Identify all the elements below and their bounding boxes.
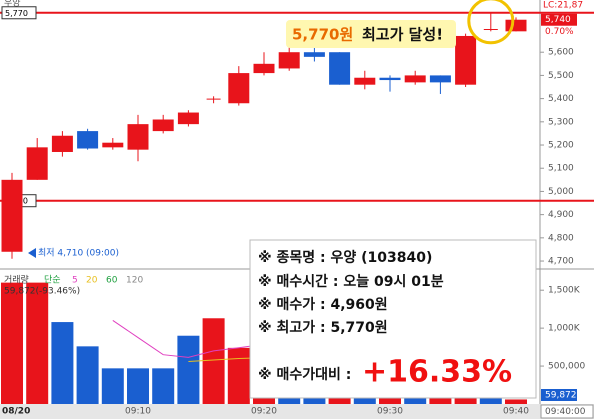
volume-bar — [101, 368, 124, 404]
y-tick-label: 5,000 — [548, 187, 574, 197]
volume-bar — [152, 368, 175, 404]
info-line: ※ 최고가 : 5,770원 — [258, 320, 388, 336]
legend-entry: 5 — [72, 276, 78, 286]
annotation-price: 5,770원 — [292, 26, 353, 44]
annotation-bg — [286, 20, 456, 48]
x-tick-label: 09:40 — [503, 407, 529, 417]
candle-body — [429, 75, 451, 83]
info-value: +16.33% — [362, 355, 512, 390]
y-tick-label: 500,000 — [548, 362, 585, 372]
candle-body — [206, 98, 221, 100]
current-price-box — [541, 13, 577, 26]
lc-label: LC:21,87 — [543, 1, 583, 11]
y-tick-label: 5,100 — [548, 164, 574, 174]
candle-body — [303, 52, 325, 57]
candle-body — [483, 29, 498, 31]
y-tick-label: 5,600 — [548, 48, 574, 58]
low-annotation: 최저 4,710 (09:00) — [38, 248, 119, 259]
current-price-label: 5,740 — [545, 15, 571, 25]
candle-body — [102, 142, 124, 148]
candle-body — [278, 52, 300, 69]
reference-label: 5,770 — [5, 9, 28, 18]
candle-body — [51, 135, 73, 152]
volume-bar — [26, 282, 49, 404]
y-tick-label: 4,800 — [548, 233, 574, 243]
y-tick-label: 5,500 — [548, 71, 574, 81]
candle-body — [329, 52, 351, 85]
time-box — [540, 404, 594, 419]
y-tick-label: 5,300 — [548, 117, 574, 127]
candle-body — [228, 73, 250, 104]
legend-method: 단순 — [44, 275, 61, 286]
change-label: 0.70% — [545, 27, 574, 37]
time-axis — [0, 404, 594, 419]
candle-body — [152, 119, 174, 132]
candle-body — [379, 77, 401, 81]
stock-name: 우양 — [4, 0, 21, 9]
candle-body — [77, 131, 99, 149]
y-tick-label: 1,500K — [548, 286, 581, 296]
legend-title: 거래량 — [4, 274, 29, 286]
reference-label-bg — [1, 6, 37, 20]
volume-bar — [202, 318, 225, 404]
current-volume-box — [541, 389, 577, 401]
volume-bar — [51, 322, 74, 404]
annotation-arrow — [28, 248, 36, 258]
candle-body — [26, 147, 48, 180]
y-tick-label: 4,900 — [548, 210, 574, 220]
info-box-bg — [249, 239, 537, 399]
legend-entry: 60 — [106, 276, 118, 286]
y-tick-label: 1,000K — [548, 324, 581, 334]
info-box: ※ 종목명 : 우양 (103840) ※ 매수시간 : 오늘 09시 01분 ※ … — [249, 239, 537, 399]
current-time: 09:40:00 — [545, 407, 586, 417]
info-label: ※ 매수가대비 : — [258, 367, 351, 383]
y-tick-label: 4,700 — [548, 257, 574, 267]
x-tick-label: 09:30 — [377, 407, 403, 417]
y-tick-label: 5,200 — [548, 141, 574, 151]
volume-bar — [227, 347, 250, 404]
annotation-text: 최고가 달성! — [362, 26, 443, 44]
candle-body — [455, 35, 477, 85]
candle-body — [253, 63, 275, 74]
current-volume-label: 59,872 — [545, 391, 577, 401]
volume-bar — [127, 368, 149, 404]
info-line: ※ 매수가 : 4,960원 — [258, 297, 388, 313]
x-tick-label: 09:20 — [251, 407, 277, 417]
highlight-circle — [467, 0, 515, 45]
candle-body — [354, 77, 376, 85]
y-tick-label: 5,400 — [548, 94, 574, 104]
volume-bar — [177, 335, 200, 404]
candle-body — [127, 124, 149, 150]
info-line: ※ 매수시간 : 오늘 09시 01분 — [258, 273, 444, 290]
legend-entry: 20 — [86, 276, 98, 286]
volume-bar — [76, 346, 99, 404]
candle-body — [1, 179, 23, 252]
candle-body — [177, 112, 199, 125]
volume-status: 59,872(-93.46%) — [4, 287, 80, 297]
volume-bar — [505, 399, 527, 404]
volume-bar — [1, 282, 23, 404]
legend-entry: 120 — [126, 276, 143, 286]
x-tick-label: 08/20 — [2, 407, 30, 417]
candle-body — [404, 75, 426, 83]
info-line: ※ 종목명 : 우양 (103840) — [258, 249, 432, 266]
x-tick-label: 09:10 — [125, 407, 151, 417]
candle-body — [505, 19, 527, 32]
